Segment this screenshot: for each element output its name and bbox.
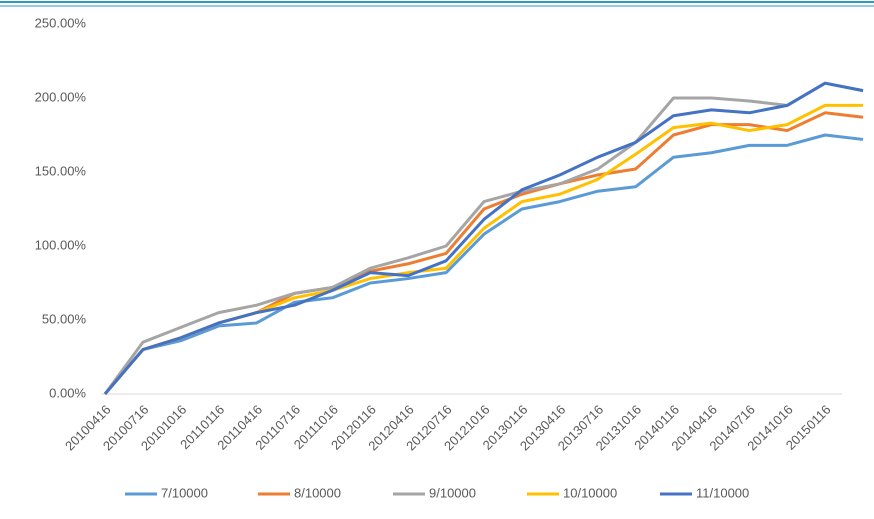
legend-label: 7/10000 [161, 485, 208, 500]
y-tick-label: 200.00% [35, 89, 87, 104]
series-line [103, 133, 864, 395]
y-tick-label: 50.00% [42, 311, 87, 326]
legend-label: 10/10000 [563, 485, 617, 500]
legend-label: 8/10000 [294, 485, 341, 500]
series-line [103, 81, 864, 395]
y-tick-label: 150.00% [35, 163, 87, 178]
y-tick-label: 0.00% [49, 385, 86, 400]
legend-label: 11/10000 [696, 485, 749, 500]
y-tick-label: 100.00% [35, 237, 87, 252]
legend-label: 9/10000 [429, 485, 476, 500]
y-tick-label: 250.00% [35, 15, 87, 30]
series-line [103, 81, 864, 395]
